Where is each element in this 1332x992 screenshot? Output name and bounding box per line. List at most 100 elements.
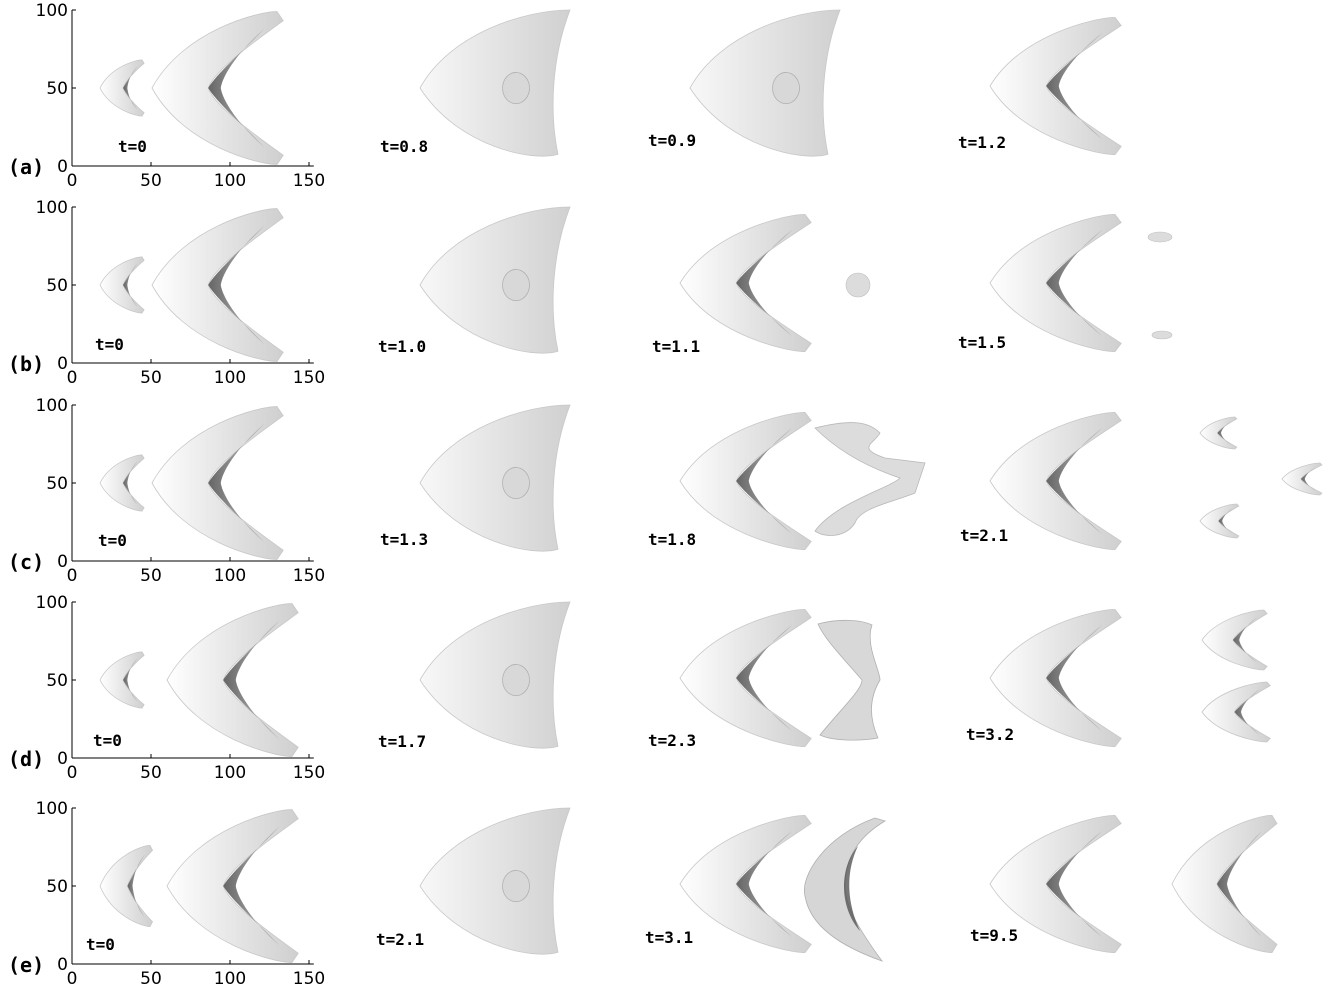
small-crescent xyxy=(99,454,145,512)
x-tick-label: 100 xyxy=(214,566,246,586)
merged-crescent xyxy=(419,206,571,354)
time-label: t=1.7 xyxy=(378,732,426,751)
y-tick-label: 50 xyxy=(46,276,68,296)
large-crescent xyxy=(989,608,1122,748)
small-crescent-bottom xyxy=(1199,503,1240,539)
row-axes: 100 50 00 50 100 150 xyxy=(36,799,326,989)
row-label: (b) xyxy=(8,352,44,376)
y-tick-label: 100 xyxy=(36,396,68,416)
panel-shapes xyxy=(99,11,284,165)
y-tick-label: 0 xyxy=(57,552,68,572)
panel-shapes xyxy=(99,809,299,963)
merged-crescent-notched xyxy=(689,9,841,157)
merged-crescent xyxy=(419,404,571,552)
time-label: t=0 xyxy=(118,137,147,156)
time-label: t=3.2 xyxy=(966,725,1014,744)
large-crescent xyxy=(989,814,1122,954)
y-tick-label: 50 xyxy=(46,877,68,897)
merged-crescent xyxy=(419,601,571,749)
panel-shapes xyxy=(679,814,886,962)
time-label: t=0.8 xyxy=(380,137,428,156)
x-tick-label: 100 xyxy=(214,368,246,388)
time-label: t=2.1 xyxy=(960,526,1008,545)
time-label: t=0 xyxy=(98,531,127,550)
x-tick-label: 50 xyxy=(140,763,162,783)
y-tick-label: 100 xyxy=(36,1,68,21)
x-tick-label: 0 xyxy=(67,566,78,586)
panel-shapes xyxy=(99,603,299,757)
large-crescent xyxy=(151,208,284,362)
time-label: t=1.0 xyxy=(378,337,426,356)
shapes-layer xyxy=(99,9,1323,963)
large-crescent xyxy=(679,411,812,551)
row-axes: 100 50 00 50 100 150 xyxy=(36,198,326,388)
time-label: t=0 xyxy=(93,731,122,750)
y-tick-label: 0 xyxy=(57,354,68,374)
medium-crescent-top xyxy=(1201,609,1268,671)
y-tick-label: 50 xyxy=(46,79,68,99)
panel-shapes xyxy=(419,9,571,157)
y-tick-label: 100 xyxy=(36,198,68,218)
panel-shapes xyxy=(419,807,571,955)
time-label: t=1.1 xyxy=(652,337,700,356)
y-tick-label: 50 xyxy=(46,671,68,691)
panel-shapes xyxy=(689,9,841,157)
row-axes: 100 50 00 50 100 150 xyxy=(36,396,326,586)
x-tick-label: 50 xyxy=(140,171,162,191)
x-tick-label: 100 xyxy=(214,763,246,783)
merged-crescent xyxy=(419,9,571,157)
panel-shapes xyxy=(419,404,571,552)
large-crescent xyxy=(166,809,299,963)
y-tick-label: 100 xyxy=(36,593,68,613)
y-tick-label: 100 xyxy=(36,799,68,819)
x-tick-label: 150 xyxy=(293,171,325,191)
y-tick-label: 0 xyxy=(57,157,68,177)
tiny-fragment-bottom xyxy=(1151,330,1173,340)
panel-shapes xyxy=(679,608,881,748)
panel-shapes xyxy=(99,208,284,362)
x-tick-label: 0 xyxy=(67,763,78,783)
pinched-arc xyxy=(817,619,881,741)
x-tick-label: 100 xyxy=(214,171,246,191)
panel-shapes xyxy=(989,814,1278,954)
large-crescent xyxy=(989,411,1122,551)
x-tick-label: 0 xyxy=(67,171,78,191)
time-label: t=0 xyxy=(95,335,124,354)
large-crescent xyxy=(679,608,812,748)
x-tick-label: 50 xyxy=(140,969,162,989)
large-crescent xyxy=(1171,814,1278,954)
time-label: t=1.2 xyxy=(958,133,1006,152)
time-label: t=1.8 xyxy=(648,530,696,549)
thick-arc xyxy=(803,817,886,962)
time-label: t=0 xyxy=(86,935,115,954)
large-crescent xyxy=(151,11,284,165)
x-tick-label: 0 xyxy=(67,969,78,989)
small-crescent xyxy=(99,256,145,314)
panel-shapes xyxy=(679,411,926,551)
time-label: t=2.1 xyxy=(376,930,424,949)
time-label: t=1.3 xyxy=(380,530,428,549)
x-tick-label: 100 xyxy=(214,969,246,989)
small-crescent xyxy=(99,59,145,117)
tiny-fragment-top xyxy=(1147,231,1173,243)
medium-crescent xyxy=(99,845,153,927)
row-label: (a) xyxy=(8,155,44,179)
small-crescent xyxy=(99,651,145,709)
large-crescent xyxy=(989,16,1122,156)
y-tick-label: 0 xyxy=(57,955,68,975)
row-axes: 100 50 00 50 100 150 xyxy=(36,1,326,191)
large-crescent xyxy=(989,213,1122,353)
panel-shapes xyxy=(989,213,1173,353)
x-tick-label: 50 xyxy=(140,566,162,586)
panel-shapes xyxy=(679,213,871,353)
time-label: t=3.1 xyxy=(645,928,693,947)
large-crescent xyxy=(166,603,299,757)
time-label: t=2.3 xyxy=(648,731,696,750)
row-label: (d) xyxy=(8,747,44,771)
row-label: (e) xyxy=(8,953,44,977)
x-tick-label: 150 xyxy=(293,763,325,783)
panel-shapes xyxy=(419,206,571,354)
small-crescent-right xyxy=(1281,462,1323,496)
